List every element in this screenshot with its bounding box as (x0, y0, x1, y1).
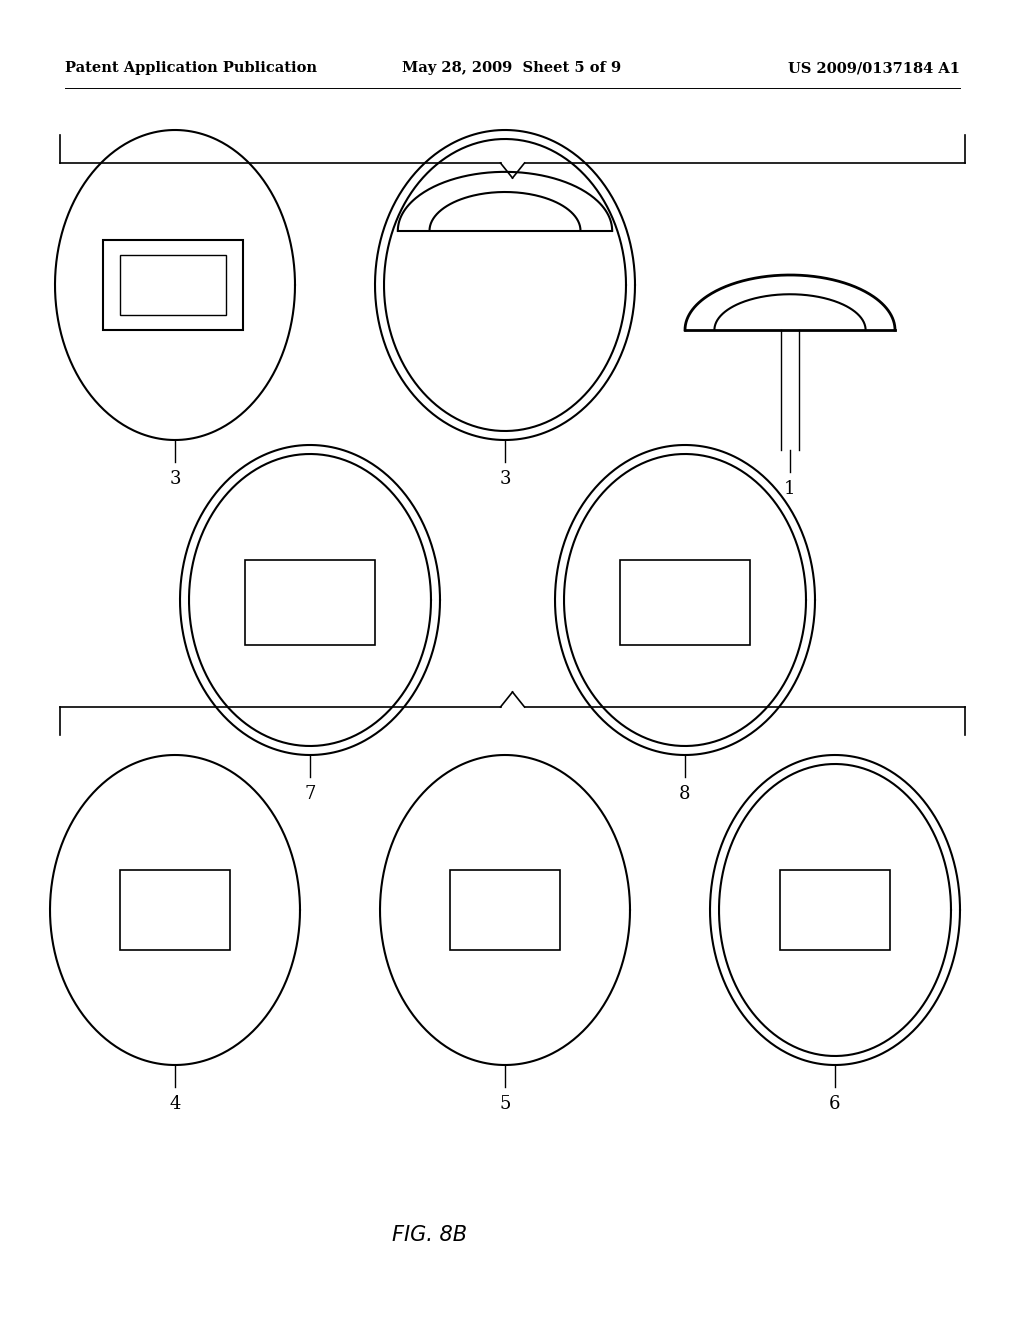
Text: 8: 8 (679, 785, 691, 803)
Bar (245, 560, 375, 645)
Text: 6: 6 (829, 1096, 841, 1113)
Bar (103, 240, 243, 330)
Bar (450, 870, 560, 950)
Text: 3: 3 (169, 470, 181, 488)
Text: May 28, 2009  Sheet 5 of 9: May 28, 2009 Sheet 5 of 9 (402, 61, 622, 75)
Text: 5: 5 (500, 1096, 511, 1113)
Text: 3: 3 (500, 470, 511, 488)
Text: 7: 7 (304, 785, 315, 803)
Bar (120, 870, 230, 950)
Bar (620, 560, 750, 645)
Bar (780, 870, 890, 950)
Text: Patent Application Publication: Patent Application Publication (65, 61, 317, 75)
Text: US 2009/0137184 A1: US 2009/0137184 A1 (788, 61, 961, 75)
Text: 1: 1 (784, 480, 796, 498)
Text: FIG. 8B: FIG. 8B (392, 1225, 468, 1245)
Text: 4: 4 (169, 1096, 180, 1113)
Bar (120, 255, 226, 315)
